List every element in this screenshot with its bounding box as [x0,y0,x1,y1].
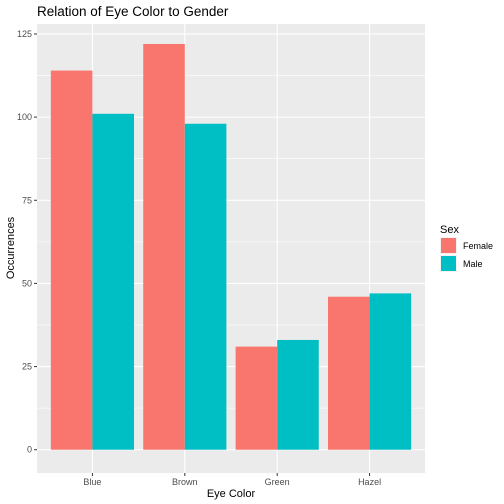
y-axis-title: Occurrences [5,216,17,279]
x-tick-label: Green [265,477,290,487]
bar-male-brown [184,123,227,450]
y-axis: 0 25 50 75 100 125 [17,29,37,455]
bars [50,43,412,450]
bar-male-hazel [369,293,412,450]
x-tick-label: Brown [172,477,198,487]
y-tick-label: 100 [17,112,32,122]
y-tick-label: 0 [27,445,32,455]
x-tick-label: Blue [83,477,101,487]
bar-female-blue [50,70,93,450]
y-tick-label: 75 [22,195,32,205]
bar-male-green [277,339,319,450]
legend-swatch-female [441,238,456,253]
legend-label-male: Male [463,259,483,269]
bar-female-green [235,346,278,450]
legend-title: Sex [440,224,459,236]
y-tick-label: 50 [22,278,32,288]
x-axis: Blue Brown Green Hazel [83,473,381,487]
bar-male-blue [92,113,134,450]
x-axis-title: Eye Color [207,488,256,500]
bar-female-hazel [328,296,370,450]
legend-swatch-male [441,256,456,271]
x-tick-label: Hazel [358,477,381,487]
bar-female-brown [143,43,185,450]
y-tick-label: 125 [17,29,32,39]
legend-label-female: Female [463,241,493,251]
legend: Sex Female Male [440,224,493,272]
y-tick-label: 25 [22,362,32,372]
chart-title: Relation of Eye Color to Gender [37,4,229,19]
